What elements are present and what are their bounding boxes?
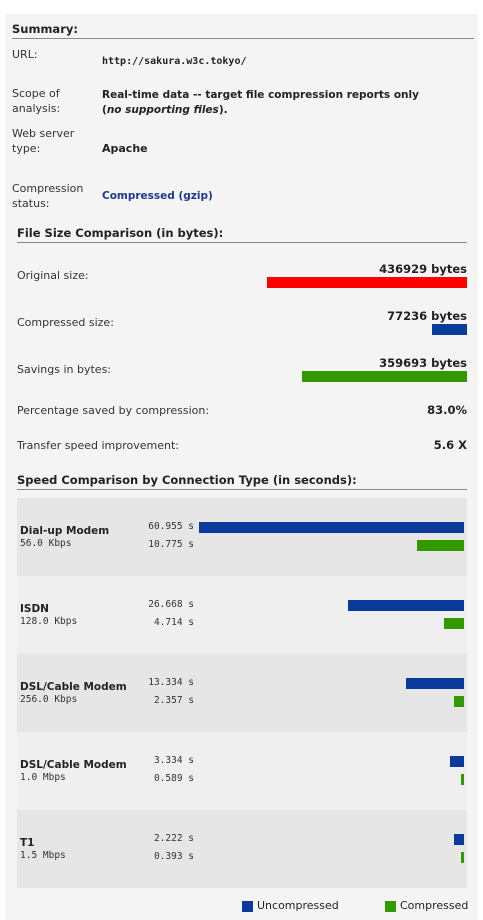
uncompressed-bar: [454, 834, 464, 845]
filesize-title: File Size Comparison (in bytes):: [17, 226, 467, 243]
compressed-time: 0.589 s: [153, 773, 194, 784]
connection-rate: 1.0 Mbps: [20, 772, 66, 783]
server-label-2: type:: [12, 142, 41, 155]
connection-rate: 128.0 Kbps: [20, 616, 78, 627]
savings-value: 359693 bytes: [379, 356, 467, 370]
connection-name: DSL/Cable Modem: [20, 681, 127, 693]
speed-title: Speed Comparison by Connection Type (in …: [17, 473, 467, 490]
legend-uncompressed-swatch: [242, 901, 253, 912]
original-size-bar: [267, 277, 467, 288]
compressed-time: 4.714 s: [153, 617, 194, 628]
summary-title: Summary:: [12, 22, 474, 39]
connection-name: Dial-up Modem: [20, 525, 110, 537]
compressed-value: 77236 bytes: [387, 309, 467, 323]
compressed-size-bar: [431, 324, 467, 335]
compressed-bar: [443, 618, 464, 629]
legend-uncompressed-label: Uncompressed: [257, 899, 339, 912]
uncompressed-bar: [199, 522, 464, 533]
legend-compressed-label: Compressed: [400, 899, 469, 912]
transfer-speed-value: 5.6 X: [433, 438, 467, 452]
server-label-1: Web server: [12, 127, 75, 140]
original-value: 436929 bytes: [379, 262, 467, 276]
original-label: Original size:: [17, 269, 89, 282]
url-value: http://sakura.w3c.tokyo/: [102, 56, 247, 67]
scope-value-end: ).: [218, 104, 228, 116]
compressed-bar: [461, 852, 464, 863]
uncompressed-time: 26.668 s: [148, 599, 194, 610]
compressed-time: 10.775 s: [148, 539, 194, 550]
compressed-bar: [461, 774, 464, 785]
transfer-speed-label: Transfer speed improvement:: [17, 439, 179, 452]
uncompressed-time: 60.955 s: [148, 521, 194, 532]
connection-name: T1: [20, 837, 35, 849]
status-label-2: status:: [12, 197, 50, 210]
speed-row: DSL/Cable Modem 1.0 Mbps 3.334 s 0.589 s: [17, 732, 467, 810]
compressed-bar: [417, 540, 464, 551]
savings-bar: [302, 371, 467, 382]
uncompressed-time: 2.222 s: [153, 833, 194, 844]
speed-row: DSL/Cable Modem 256.0 Kbps 13.334 s 2.357 s: [17, 654, 467, 732]
savings-label: Savings in bytes:: [17, 363, 112, 376]
scope-value-italic: no supporting files: [106, 104, 219, 116]
connection-name: ISDN: [20, 603, 49, 615]
compressed-time: 0.393 s: [153, 851, 194, 862]
server-value: Apache: [102, 142, 148, 155]
uncompressed-time: 13.334 s: [148, 677, 194, 688]
legend-compressed-swatch: [385, 901, 396, 912]
uncompressed-bar: [449, 756, 464, 767]
status-label-1: Compression: [12, 182, 84, 195]
speed-row: T1 1.5 Mbps 2.222 s 0.393 s: [17, 810, 467, 888]
url-label: URL:: [12, 48, 38, 61]
status-value: Compressed (gzip): [102, 190, 213, 202]
connection-rate: 56.0 Kbps: [20, 538, 72, 549]
speed-row: ISDN 128.0 Kbps 26.668 s 4.714 s: [17, 576, 467, 654]
scope-value-main: Real-time data -- target file compressio…: [102, 89, 419, 116]
pct-value: 83.0%: [427, 403, 467, 417]
uncompressed-time: 3.334 s: [153, 755, 194, 766]
connection-rate: 1.5 Mbps: [20, 850, 66, 861]
scope-value: Real-time data -- target file compressio…: [102, 88, 442, 118]
scope-label-2: analysis:: [12, 102, 61, 115]
report-panel: Summary: URL: http://sakura.w3c.tokyo/ S…: [5, 14, 478, 920]
compressed-time: 2.357 s: [153, 695, 194, 706]
compressed-label: Compressed size:: [17, 316, 114, 329]
connection-rate: 256.0 Kbps: [20, 694, 78, 705]
scope-label-1: Scope of: [12, 87, 60, 100]
uncompressed-bar: [406, 678, 464, 689]
pct-label: Percentage saved by compression:: [17, 404, 210, 417]
compressed-bar: [453, 696, 464, 707]
uncompressed-bar: [348, 600, 464, 611]
speed-row: Dial-up Modem 56.0 Kbps 60.955 s 10.775 s: [17, 498, 467, 576]
connection-name: DSL/Cable Modem: [20, 759, 127, 771]
